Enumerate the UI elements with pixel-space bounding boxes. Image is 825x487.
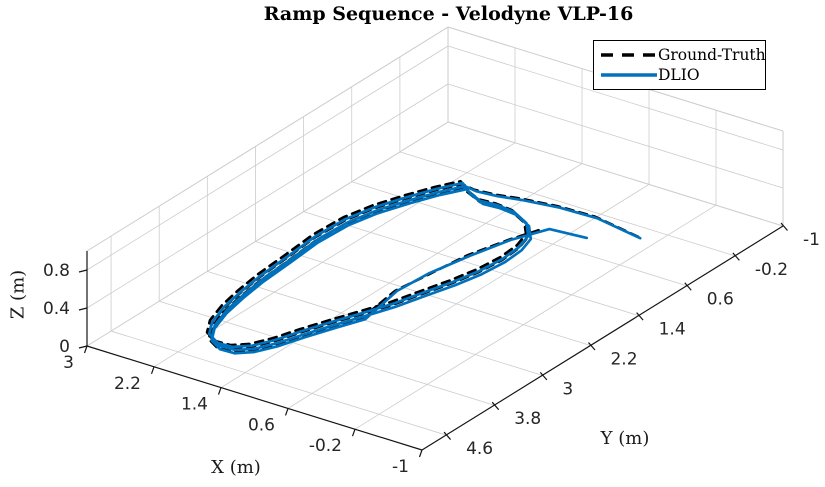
y-tick: [539, 371, 548, 381]
y-axis: [421, 225, 784, 451]
wall-grid-z: [447, 83, 784, 189]
x-tick-label: 1.4: [181, 395, 208, 415]
legend-item-dlio: DLIO: [600, 65, 759, 85]
x-tick-label: -1: [392, 457, 409, 477]
box-edge: [86, 121, 449, 347]
x-axis: [86, 345, 423, 451]
dashed-line-swatch: [601, 53, 657, 57]
floor-grid-y: [110, 330, 447, 436]
y-tick: [732, 252, 740, 261]
y-tick: [443, 431, 452, 440]
y-tick-label: 0.6: [707, 290, 734, 310]
box-edge: [86, 26, 449, 252]
z-tick-label: 0: [59, 337, 70, 357]
z-tick-label: 0.4: [43, 299, 70, 319]
x-tick-label: 0.6: [248, 415, 275, 435]
y-tick-label: 2.2: [610, 349, 637, 369]
z-tick-label: 0.8: [43, 261, 70, 281]
z-tick: [78, 345, 88, 349]
y-tick: [491, 401, 500, 411]
x-tick: [150, 366, 155, 375]
wall-grid-z: [86, 45, 449, 271]
y-tick-label: 1.4: [659, 320, 686, 340]
y-axis-label: Y (m): [600, 428, 650, 449]
x-tick: [284, 408, 289, 416]
y-tick-label: 3: [562, 379, 573, 399]
wall-grid-z: [86, 83, 449, 309]
trajectory-dlio: [207, 181, 642, 355]
y-tick-label: 4.6: [466, 439, 493, 459]
x-axis-label: X (m): [211, 457, 261, 478]
x-tick: [217, 387, 222, 395]
y-tick: [780, 222, 788, 231]
legend: Ground-Truth DLIO: [593, 40, 766, 90]
wall-grid-z: [447, 45, 784, 151]
solid-line-swatch: [601, 73, 657, 77]
z-axis-label: Z (m): [7, 269, 29, 320]
box-edge: [447, 121, 784, 227]
floor-grid-x: [287, 184, 650, 409]
floor-grid-x: [354, 204, 717, 430]
floor-grid-y: [303, 211, 639, 316]
legend-label-dlio: DLIO: [658, 66, 700, 84]
floor-grid-y: [399, 151, 736, 257]
floor-grid-y: [207, 270, 543, 376]
x-tick: [418, 449, 423, 458]
x-tick: [83, 345, 88, 354]
x-tick-label: -0.2: [309, 436, 342, 456]
y-tick: [684, 282, 692, 291]
x-tick-label: 3: [63, 353, 74, 373]
y-tick-label: 3.8: [514, 409, 541, 429]
y-tick-label: -0.2: [755, 260, 788, 280]
z-tick: [78, 307, 88, 311]
chart-title: Ramp Sequence - Velodyne VLP-16: [263, 3, 634, 25]
floor-grid-y: [159, 300, 495, 406]
y-tick-label: -1: [803, 230, 820, 250]
x-tick: [351, 428, 356, 437]
legend-label-ground-truth: Ground-Truth: [658, 46, 766, 64]
z-tick: [78, 269, 88, 273]
y-tick: [588, 342, 596, 351]
y-tick: [636, 312, 644, 321]
legend-item-ground-truth: Ground-Truth: [600, 45, 766, 65]
x-tick-label: 2.2: [114, 374, 141, 394]
